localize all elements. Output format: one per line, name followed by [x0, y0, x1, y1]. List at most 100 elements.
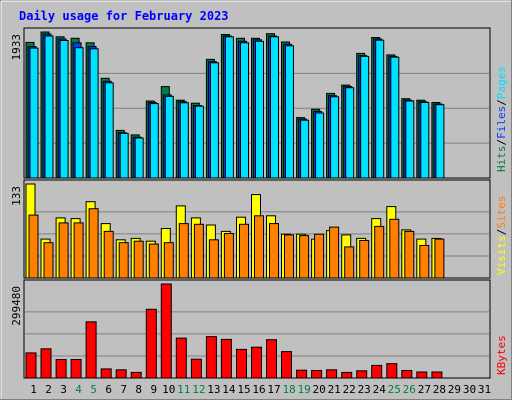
bar-sites-day-24 — [374, 225, 385, 279]
bar-kbytes-day-21 — [326, 369, 338, 379]
y-max-label-hits-files-pages: 1933 — [10, 34, 23, 61]
bar-pages-day-4 — [74, 47, 84, 179]
bar-pages-day-10 — [164, 95, 174, 179]
bar-pages-day-9 — [149, 103, 159, 179]
bar-pages-day-14 — [224, 36, 234, 179]
legend-entry: Visits — [495, 235, 508, 275]
bar-kbytes-day-2 — [40, 348, 52, 379]
bar-kbytes-day-27 — [416, 371, 428, 379]
x-label-day-20: 20 — [312, 383, 325, 396]
bar-sites-day-17 — [269, 223, 279, 279]
bar-kbytes-day-1 — [25, 352, 37, 379]
bar-sites-day-10 — [163, 242, 174, 279]
bar-pages-day-25 — [390, 56, 400, 179]
x-label-day-1: 1 — [30, 383, 37, 396]
legend-bottom: KBytes — [495, 335, 508, 375]
bar-pages-day-19 — [300, 119, 310, 179]
bar-sites-day-4 — [73, 222, 84, 279]
bar-kbytes-day-13 — [205, 336, 217, 379]
bar-pages-day-8 — [134, 137, 144, 179]
bar-sites-day-12 — [193, 223, 204, 279]
bar-kbytes-day-3 — [55, 359, 67, 379]
x-label-day-15: 15 — [237, 383, 250, 396]
bar-kbytes-day-4 — [70, 359, 82, 379]
bar-kbytes-day-26 — [401, 370, 413, 379]
bar-pages-day-21 — [330, 96, 340, 179]
bar-pages-day-24 — [375, 39, 385, 179]
x-label-day-27: 27 — [418, 383, 431, 396]
bar-kbytes-day-15 — [236, 348, 247, 379]
legend-entry: / — [495, 99, 508, 106]
bar-kbytes-day-7 — [115, 369, 127, 379]
legend-entry: KBytes — [495, 335, 508, 375]
bar-sites-day-22 — [344, 246, 355, 279]
bar-sites-day-26 — [404, 230, 415, 279]
bar-sites-day-21 — [329, 226, 340, 279]
bar-sites-day-1 — [28, 214, 39, 279]
bar-kbytes-day-11 — [175, 337, 187, 379]
bar-pages-day-23 — [360, 55, 370, 179]
bar-kbytes-day-24 — [371, 364, 383, 379]
bar-kbytes-day-17 — [266, 339, 277, 379]
bar-pages-day-1 — [29, 47, 39, 179]
bar-kbytes-day-5 — [85, 321, 97, 379]
x-label-day-19: 19 — [297, 383, 310, 396]
bar-kbytes-day-9 — [145, 308, 157, 379]
legend-middle: Visits/Sites — [495, 196, 508, 276]
chart-title: Daily usage for February 2023 — [19, 9, 229, 23]
bar-kbytes-day-14 — [220, 338, 232, 379]
legend-entry: Hits — [495, 146, 508, 173]
x-label-day-21: 21 — [328, 383, 341, 396]
x-label-day-5: 5 — [90, 383, 97, 396]
x-label-day-18: 18 — [282, 383, 295, 396]
y-max-label-kbytes: 299480 — [10, 286, 23, 326]
bar-pages-day-18 — [285, 45, 294, 179]
legend-entry: / — [495, 139, 508, 146]
x-label-day-24: 24 — [373, 383, 387, 396]
bar-sites-day-16 — [254, 215, 264, 279]
bar-kbytes-day-19 — [296, 369, 308, 379]
x-label-day-7: 7 — [120, 383, 127, 396]
bar-pages-day-22 — [345, 87, 355, 179]
bar-sites-day-8 — [133, 240, 144, 279]
bar-sites-day-18 — [284, 234, 294, 279]
bar-kbytes-day-20 — [311, 370, 323, 379]
x-label-day-26: 26 — [403, 383, 416, 396]
bar-kbytes-day-28 — [431, 371, 443, 379]
x-label-day-23: 23 — [358, 383, 371, 396]
bar-sites-day-7 — [118, 242, 129, 279]
x-label-day-3: 3 — [60, 383, 67, 396]
bar-pages-day-6 — [104, 82, 114, 179]
bar-kbytes-day-10 — [160, 283, 172, 379]
bar-kbytes-day-16 — [251, 346, 262, 379]
legend-entry: Sites — [495, 196, 508, 229]
x-label-day-13: 13 — [207, 383, 220, 396]
x-label-day-12: 12 — [192, 383, 205, 396]
bar-pages-day-17 — [270, 36, 279, 179]
legend-entry: Pages — [495, 66, 508, 99]
bar-pages-day-16 — [255, 40, 264, 179]
x-label-day-31: 31 — [478, 383, 491, 396]
bar-pages-day-13 — [209, 62, 219, 179]
bar-kbytes-day-23 — [356, 370, 368, 379]
bar-sites-day-6 — [103, 230, 114, 279]
bar-sites-day-3 — [58, 222, 69, 279]
x-label-day-11: 11 — [177, 383, 190, 396]
legend-top: Hits/Files/Pages — [495, 66, 508, 172]
bar-pages-day-20 — [315, 112, 325, 179]
x-label-day-9: 9 — [150, 383, 157, 396]
bar-pages-day-26 — [405, 100, 415, 179]
bar-sites-day-11 — [178, 223, 189, 279]
x-label-day-25: 25 — [388, 383, 401, 396]
y-max-label-visits-sites: 133 — [10, 186, 23, 206]
x-label-day-4: 4 — [75, 383, 82, 396]
x-label-day-10: 10 — [162, 383, 175, 396]
x-label-day-2: 2 — [45, 383, 52, 396]
bar-sites-day-13 — [208, 239, 219, 279]
bar-sites-day-15 — [239, 223, 249, 279]
bar-sites-day-23 — [359, 240, 370, 279]
x-label-day-8: 8 — [135, 383, 142, 396]
legend-entry: / — [495, 229, 508, 236]
bar-kbytes-day-25 — [386, 363, 398, 379]
bar-kbytes-day-18 — [281, 351, 292, 379]
